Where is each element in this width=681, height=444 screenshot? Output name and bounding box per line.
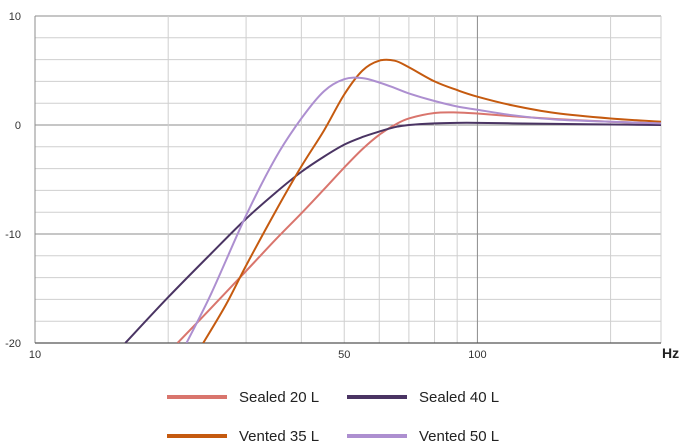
legend-label-1: Sealed 20 L [239,389,319,406]
y-tick-label: -20 [5,338,21,350]
x-axis-unit-label: Hz [662,345,679,361]
chart-axes [34,16,662,344]
x-tick-label: 50 [338,349,350,361]
series-line-3 [202,58,661,343]
legend-label-3: Vented 35 L [239,428,319,444]
chart-legend: Sealed 20 L Sealed 40 L Vented 35 L Vented … [167,389,499,444]
x-tick-label: 100 [468,349,486,361]
legend-label-2: Sealed 40 L [419,389,499,406]
y-tick-label: 10 [9,11,21,23]
series-line-2 [124,121,661,343]
x-tick-label: 10 [29,349,41,361]
chart-series [124,58,661,343]
y-tick-label: 0 [15,120,21,132]
chart-grid [34,15,661,344]
series-line-4 [185,76,661,343]
legend-label-4: Vented 50 L [419,428,499,444]
y-tick-label: -10 [5,229,21,241]
